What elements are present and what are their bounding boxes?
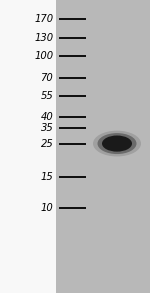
Ellipse shape [102,135,132,152]
Text: 100: 100 [34,51,53,61]
Text: 55: 55 [40,91,53,101]
Text: 15: 15 [40,172,53,182]
FancyBboxPatch shape [0,0,56,293]
Text: 40: 40 [40,112,53,122]
Text: 70: 70 [40,73,53,83]
Text: 35: 35 [40,123,53,133]
Text: 170: 170 [34,14,53,24]
Ellipse shape [98,133,136,154]
Text: 10: 10 [40,203,53,213]
Ellipse shape [93,131,141,156]
Text: 130: 130 [34,33,53,42]
Text: 25: 25 [40,139,53,149]
FancyBboxPatch shape [56,0,150,293]
